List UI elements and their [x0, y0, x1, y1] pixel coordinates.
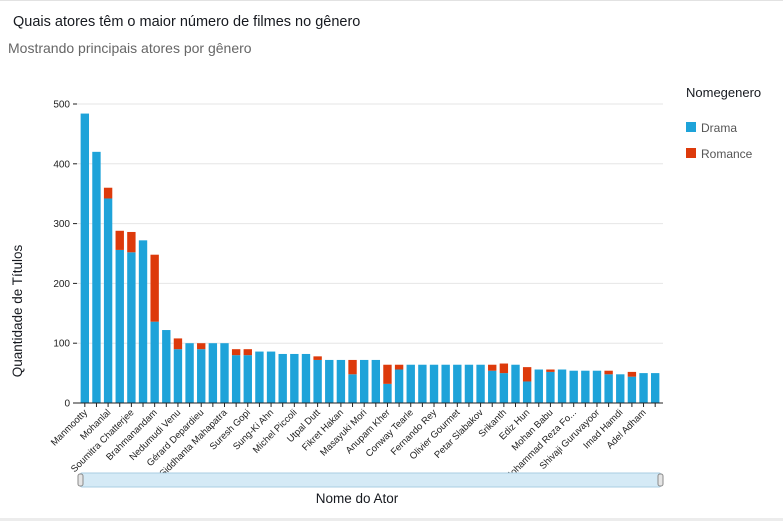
bar-segment-romance[interactable] — [383, 364, 392, 384]
bar-segment-drama[interactable] — [383, 383, 392, 403]
bar-segment-drama[interactable] — [266, 351, 276, 403]
bar-segment-romance[interactable] — [348, 359, 357, 375]
bar-segment-romance[interactable] — [231, 349, 241, 356]
legend-swatch-drama — [686, 122, 696, 132]
bar-segment-drama[interactable] — [231, 355, 241, 403]
y-tick-label: 400 — [53, 159, 70, 170]
bar-segment-romance[interactable] — [604, 370, 613, 375]
bar-segment-drama[interactable] — [290, 353, 299, 403]
x-scrollbar[interactable] — [77, 472, 664, 488]
bar-segment-romance[interactable] — [394, 364, 404, 370]
y-axis-label: Quantidade de Títulos — [10, 244, 25, 377]
bar-segment-romance[interactable] — [150, 254, 159, 322]
bar-segment-drama[interactable] — [185, 343, 194, 403]
legend-label-romance: Romance — [701, 147, 753, 161]
y-axis-ticks: 0 100 200 300 400 500 — [53, 100, 77, 410]
legend-item-romance[interactable]: Romance — [686, 147, 753, 161]
legend-item-drama[interactable]: Drama — [686, 121, 737, 135]
legend-swatch-romance — [686, 148, 696, 158]
bar-segment-drama[interactable] — [348, 374, 357, 403]
bar-segment-drama[interactable] — [569, 370, 578, 403]
bar-segment-drama[interactable] — [208, 343, 218, 403]
bar-segment-drama[interactable] — [557, 369, 567, 403]
bar-segment-drama[interactable] — [546, 371, 555, 403]
bar-segment-drama[interactable] — [639, 373, 648, 403]
bar-segment-drama[interactable] — [522, 381, 532, 403]
legend-title: Nomegenero — [686, 85, 761, 100]
bar-segment-drama[interactable] — [92, 151, 101, 403]
bar-segment-romance[interactable] — [522, 367, 532, 382]
bar-segment-drama[interactable] — [103, 198, 113, 403]
bar-segment-drama[interactable] — [406, 364, 415, 403]
bar-segment-drama[interactable] — [173, 349, 183, 403]
bar-segment-drama[interactable] — [197, 349, 206, 403]
bar-segment-romance[interactable] — [173, 338, 183, 350]
bar-segment-drama[interactable] — [429, 364, 439, 403]
scrollbar-track[interactable] — [79, 472, 662, 488]
bar-segment-drama[interactable] — [511, 364, 520, 403]
bar-segment-romance[interactable] — [103, 187, 113, 199]
bar-segment-drama[interactable] — [325, 359, 334, 403]
y-tick-label: 200 — [53, 279, 70, 290]
bar-segment-romance[interactable] — [546, 369, 555, 372]
bar-segment-drama[interactable] — [80, 113, 90, 403]
y-tick-label: 100 — [53, 339, 70, 350]
bar-segment-drama[interactable] — [162, 330, 171, 403]
bar-segment-drama[interactable] — [138, 240, 148, 403]
bar-segment-drama[interactable] — [313, 359, 322, 403]
scrollbar-right-handle[interactable] — [657, 473, 664, 487]
bar-segment-drama[interactable] — [336, 359, 346, 403]
chart-title: Quais atores têm o maior número de filme… — [13, 14, 361, 30]
bar-segment-romance[interactable] — [488, 364, 497, 371]
y-tick-label: 300 — [53, 219, 70, 230]
bar-segment-romance[interactable] — [115, 230, 124, 250]
bar-segment-drama[interactable] — [464, 364, 474, 403]
bar-segment-drama[interactable] — [534, 369, 543, 403]
chart-subtitle: Mostrando principais atores por gênero — [8, 40, 252, 56]
gridlines — [77, 103, 663, 344]
bar-segment-romance[interactable] — [313, 356, 322, 360]
bar-segment-drama[interactable] — [150, 321, 159, 403]
bar-segment-romance[interactable] — [627, 371, 637, 377]
bar-segment-drama[interactable] — [592, 370, 602, 403]
bar-segment-drama[interactable] — [220, 343, 229, 403]
bar-segment-drama[interactable] — [394, 369, 404, 403]
bar-segment-drama[interactable] — [243, 355, 252, 403]
bar-segment-drama[interactable] — [441, 364, 450, 403]
bar-segment-drama[interactable] — [604, 374, 613, 403]
bar-segment-drama[interactable] — [127, 252, 136, 403]
bars — [80, 113, 660, 403]
bar-segment-drama[interactable] — [359, 359, 369, 403]
bar-segment-drama[interactable] — [115, 249, 124, 403]
y-tick-label: 500 — [53, 100, 70, 111]
bar-segment-drama[interactable] — [499, 373, 509, 403]
bar-segment-drama[interactable] — [418, 364, 427, 403]
bar-segment-drama[interactable] — [301, 353, 311, 403]
bar-segment-drama[interactable] — [581, 370, 590, 403]
bar-segment-romance[interactable] — [499, 363, 509, 374]
bar-segment-drama[interactable] — [371, 359, 381, 403]
bar-segment-drama[interactable] — [650, 373, 660, 403]
legend-label-drama: Drama — [701, 121, 737, 135]
bottom-divider — [0, 518, 783, 521]
scrollbar-left-handle[interactable] — [77, 473, 84, 487]
top-divider — [0, 0, 783, 1]
bar-segment-drama[interactable] — [255, 351, 264, 403]
bar-segment-romance[interactable] — [243, 349, 252, 356]
x-axis-label: Nome do Ator — [316, 491, 399, 506]
y-tick-label: 0 — [64, 399, 70, 410]
bar-segment-drama[interactable] — [476, 364, 485, 403]
bar-segment-drama[interactable] — [453, 364, 462, 403]
bar-segment-romance[interactable] — [127, 231, 136, 253]
bar-segment-drama[interactable] — [488, 370, 497, 403]
bar-segment-drama[interactable] — [278, 353, 287, 403]
bar-segment-drama[interactable] — [616, 374, 625, 403]
bar-segment-drama[interactable] — [627, 376, 637, 403]
bar-segment-romance[interactable] — [197, 343, 206, 350]
